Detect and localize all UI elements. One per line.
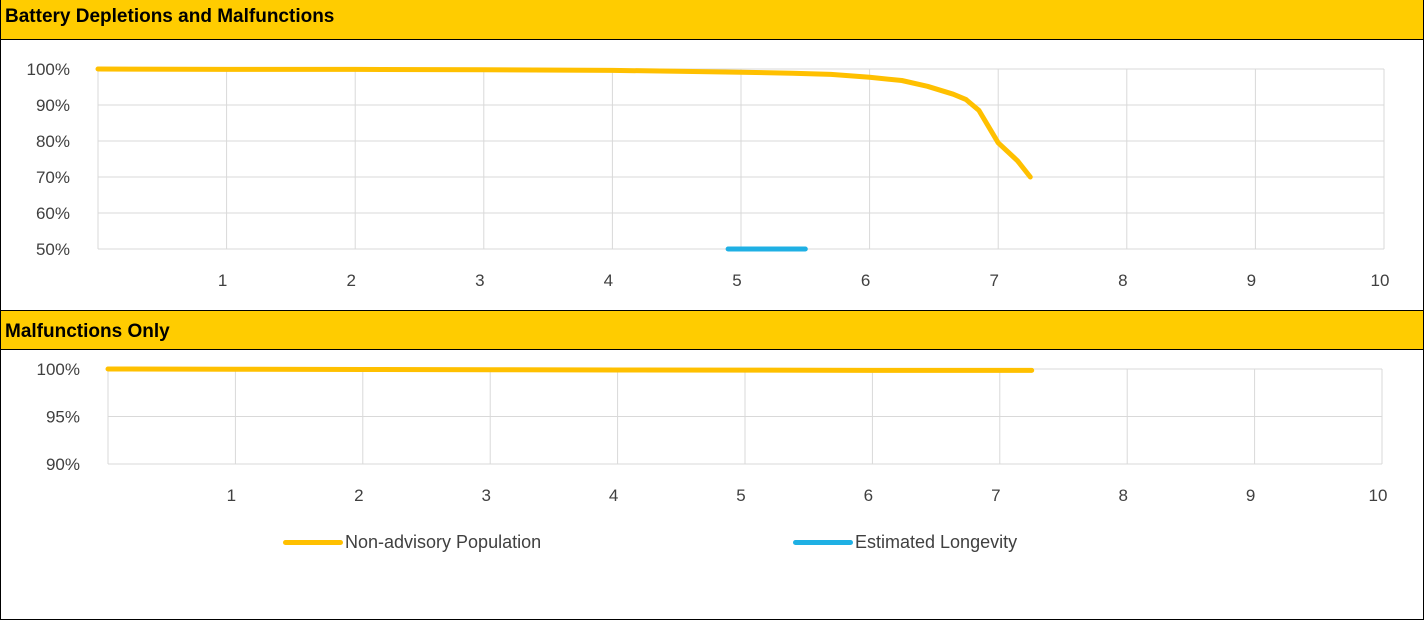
legend-label-longevity: Estimated Longevity [855,532,1018,552]
x-tick-label: 10 [1371,271,1390,290]
x-tick-label: 7 [991,486,1000,505]
y-tick-label: 80% [36,132,70,151]
y-tick-label: 90% [46,455,80,474]
section-title-depletions: Battery Depletions and Malfunctions [5,6,335,27]
x-tick-label: 3 [481,486,490,505]
x-tick-label: 6 [864,486,873,505]
x-tick-label: 2 [346,271,355,290]
x-tick-label: 3 [475,271,484,290]
x-tick-label: 1 [227,486,236,505]
malfunctions-chart: 100% 95% 90% 1 2 3 4 5 6 7 8 9 10 [37,360,1388,505]
depletions-chart: 100% 90% 80% 70% 60% 50% 1 2 3 4 5 6 7 8 9 10 [27,60,1390,290]
section-title-malfunctions: Malfunctions Only [5,321,170,342]
non-advisory-population-line [95,66,1033,180]
y-tick-label: 70% [36,168,70,187]
x-tick-label: 1 [218,271,227,290]
legend-swatch-longevity [793,540,853,545]
y-tick-label: 90% [36,96,70,115]
x-tick-label: 6 [861,271,870,290]
x-tick-label: 8 [1118,486,1127,505]
x-tick-label: 9 [1246,486,1255,505]
section-header-malfunctions: Malfunctions Only [1,310,1423,350]
x-tick-label: 8 [1118,271,1127,290]
x-tick-label: 7 [989,271,998,290]
x-tick-label: 5 [732,271,741,290]
y-tick-label: 100% [37,360,80,379]
non-advisory-population-line [105,366,1035,373]
y-tick-label: 100% [27,60,70,79]
y-tick-label: 60% [36,204,70,223]
y-tick-label: 50% [36,240,70,259]
legend-item-longevity: Estimated Longevity [793,532,1017,553]
y-tick-label: 95% [46,408,80,427]
x-tick-label: 4 [604,271,613,290]
x-tick-label: 4 [609,486,618,505]
legend-item-non-advisory: Non-advisory Population [283,532,541,553]
x-tick-label: 2 [354,486,363,505]
x-tick-label: 10 [1369,486,1388,505]
legend-swatch-non-advisory [283,540,343,545]
x-tick-label: 5 [736,486,745,505]
section-header-depletions: Battery Depletions and Malfunctions [1,0,1423,40]
legend-label-non-advisory: Non-advisory Population [345,532,542,552]
x-tick-label: 9 [1247,271,1256,290]
